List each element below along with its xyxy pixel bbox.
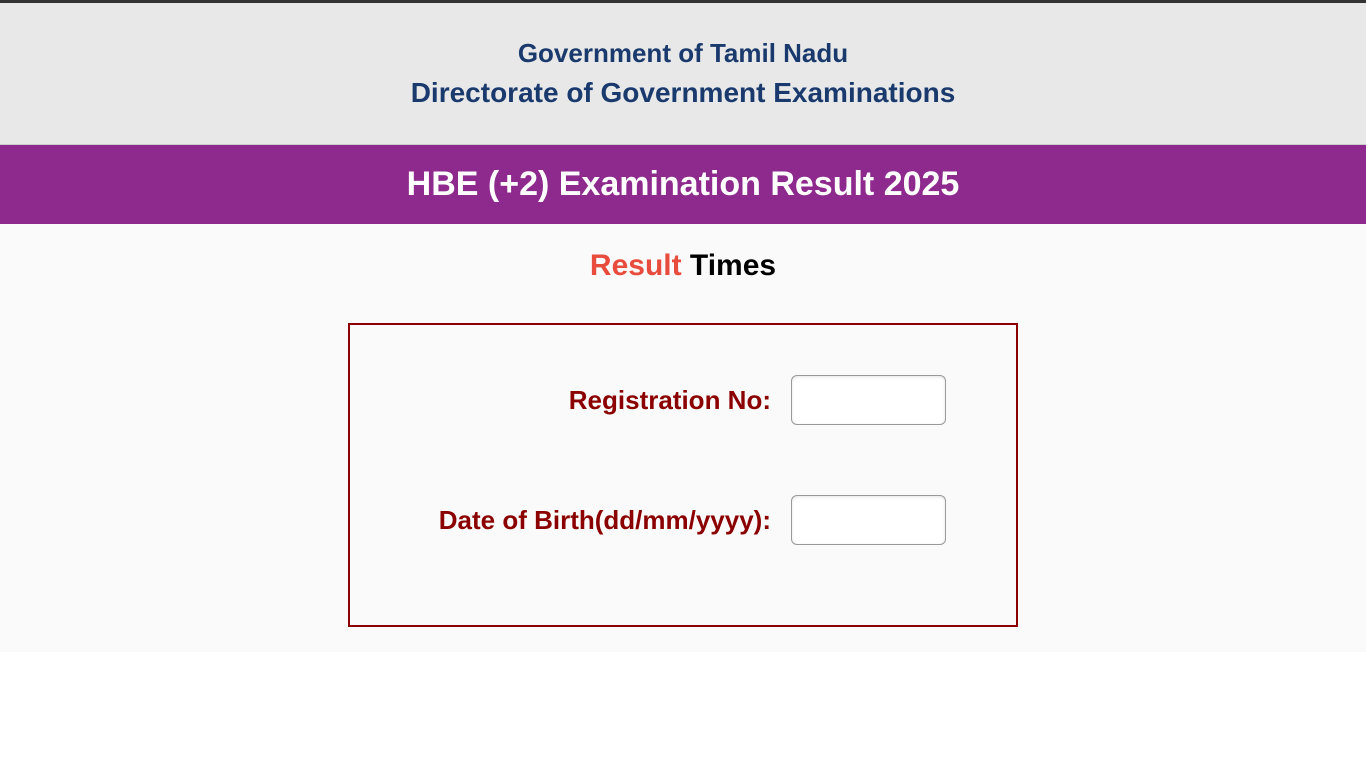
registration-label: Registration No: xyxy=(569,385,771,416)
brand-title: Result Times xyxy=(0,249,1366,283)
header-section: Government of Tamil Nadu Directorate of … xyxy=(0,3,1366,145)
dob-row: Date of Birth(dd/mm/yyyy): xyxy=(390,495,976,545)
registration-input[interactable] xyxy=(791,375,946,425)
banner-title: HBE (+2) Examination Result 2025 xyxy=(0,165,1366,204)
banner-section: HBE (+2) Examination Result 2025 xyxy=(0,145,1366,224)
dob-input[interactable] xyxy=(791,495,946,545)
result-form: Registration No: Date of Birth(dd/mm/yyy… xyxy=(348,323,1018,627)
header-government-line: Government of Tamil Nadu xyxy=(0,38,1366,69)
content-section: Result Times Registration No: Date of Bi… xyxy=(0,224,1366,652)
brand-word-result: Result xyxy=(590,249,682,282)
header-directorate-line: Directorate of Government Examinations xyxy=(0,77,1366,109)
registration-row: Registration No: xyxy=(390,375,976,425)
dob-label: Date of Birth(dd/mm/yyyy): xyxy=(439,505,771,536)
brand-word-times: Times xyxy=(682,249,777,282)
